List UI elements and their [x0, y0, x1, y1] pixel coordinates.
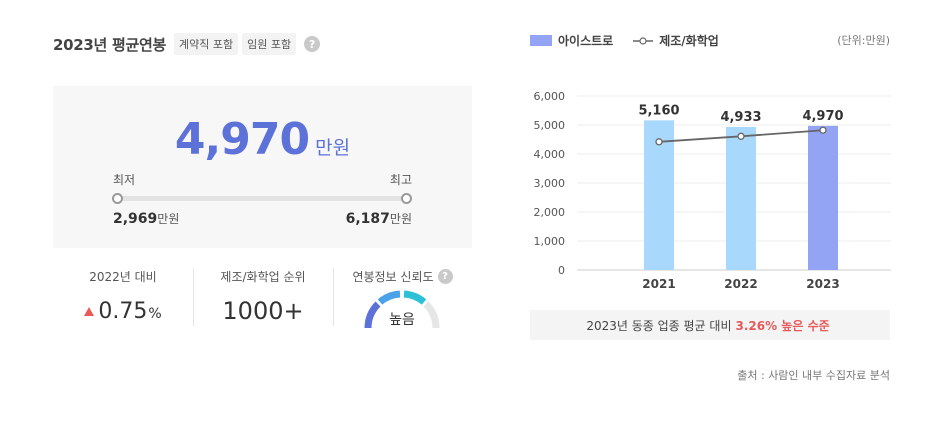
page-title: 2023년 평균연봉 — [53, 35, 166, 54]
rank-value: 1000+ — [222, 297, 304, 325]
yoy-value: 0.75 — [98, 299, 148, 324]
yoy-value-row: 0.75% — [53, 299, 193, 324]
divider — [193, 268, 194, 326]
bar-value-label: 4,970 — [802, 109, 843, 124]
tag-contract: 계약직 포함 — [173, 33, 239, 55]
bar-value-label: 5,160 — [638, 103, 679, 118]
comparison-summary: 2023년 동종 업종 평균 대비 3.26% 높은 수준 — [530, 310, 890, 340]
salary-summary-box: 4,970 만원 최저 최고 2,969만원 6,187만원 — [53, 86, 472, 248]
industry-point — [655, 138, 663, 146]
y-tick-label: 5,000 — [534, 119, 566, 132]
bar-2022 — [726, 126, 756, 271]
y-tick-label: 2,000 — [534, 206, 566, 219]
reliability-value: 높음 — [389, 312, 415, 328]
range-max-knob — [401, 193, 412, 204]
comparison-highlight: 3.26% 높은 수준 — [735, 318, 830, 333]
range-min-value: 2,969만원 — [113, 211, 180, 227]
range-track — [117, 196, 406, 201]
comparison-prefix: 2023년 동종 업종 평균 대비 — [586, 318, 732, 333]
range-max-value: 6,187만원 — [345, 211, 412, 227]
chart-legend: 아이스트로 제조/화학업 — [530, 32, 719, 49]
range-min-label: 최저 — [113, 173, 136, 187]
bar-value-label: 4,933 — [720, 110, 761, 125]
industry-point — [737, 132, 745, 140]
y-tick-label: 0 — [558, 264, 565, 277]
x-tick-label: 2023 — [806, 277, 839, 291]
up-arrow-icon — [84, 307, 95, 316]
chart-unit-label: (단위:만원) — [837, 34, 890, 47]
stat-rank: 제조/화학업 순위 1000+ — [193, 268, 333, 325]
stat-reliability: 연봉정보 신뢰도 ? — [333, 268, 472, 285]
range-min-knob — [112, 193, 123, 204]
yoy-label: 2022년 대비 — [89, 270, 157, 284]
y-tick-label: 1,000 — [534, 235, 566, 248]
average-salary-value: 4,970 — [174, 114, 310, 165]
legend-industry: 제조/화학업 — [659, 34, 719, 48]
industry-point — [819, 126, 827, 134]
yoy-unit: % — [148, 306, 162, 322]
help-icon[interactable]: ? — [437, 269, 453, 284]
bar-2023 — [808, 125, 838, 270]
rank-label: 제조/화학업 순위 — [220, 270, 306, 284]
salary-chart: 6,000 5,000 4,000 3,000 2,000 1,000 0 5,160 2021… — [534, 90, 891, 291]
help-icon[interactable]: ? — [304, 36, 321, 52]
reliability-label-row: 연봉정보 신뢰도 ? — [333, 268, 472, 285]
y-tick-label: 4,000 — [534, 148, 566, 161]
divider — [333, 268, 334, 326]
y-tick-label: 3,000 — [534, 177, 566, 190]
reliability-gauge-icon — [364, 290, 440, 329]
title-row: 2023년 평균연봉 계약직 포함 임원 포함 ? — [53, 32, 321, 56]
range-max-label: 최고 — [389, 173, 412, 187]
source-note: 출처 : 사람인 내부 수집자료 분석 — [737, 369, 890, 382]
x-tick-label: 2021 — [642, 277, 675, 291]
tag-executive: 임원 포함 — [242, 33, 297, 55]
x-tick-label: 2022 — [724, 277, 757, 291]
stat-yoy: 2022년 대비 0.75% — [53, 268, 193, 324]
y-tick-label: 6,000 — [534, 90, 566, 103]
legend-line-icon — [633, 36, 654, 45]
salary-main: 4,970 만원 — [53, 114, 472, 165]
reliability-label: 연봉정보 신뢰도 — [352, 270, 434, 284]
legend-company: 아이스트로 — [558, 34, 614, 48]
average-salary-unit: 만원 — [315, 137, 351, 159]
legend-bar-swatch — [530, 35, 552, 46]
